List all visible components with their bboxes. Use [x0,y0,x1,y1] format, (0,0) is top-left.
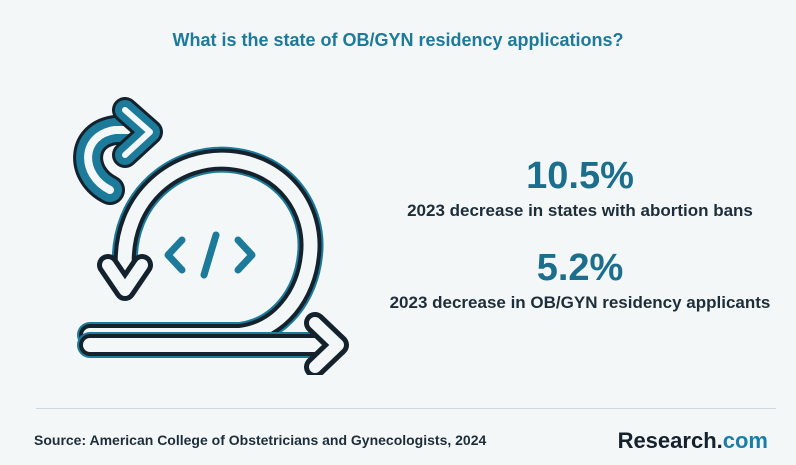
source-citation: Source: American College of Obstetrician… [34,432,487,448]
stat-label: 2023 decrease in OB/GYN residency applic… [389,293,771,312]
page-title: What is the state of OB/GYN residency ap… [172,30,624,50]
brand-tld: com [722,428,768,453]
small-curved-arrow-icon [73,97,163,205]
stat-card: 10.5% 2023 decrease in states with abort… [380,157,780,221]
agile-cycle-code-icon [73,97,349,375]
stat-value: 10.5% [526,155,634,197]
brand-name: Research. [617,428,723,453]
stat-label: 2023 decrease in states with abortion ba… [407,201,753,220]
footer-divider [36,408,776,409]
stat-value: 5.2% [536,247,624,289]
stat-card: 5.2% 2023 decrease in OB/GYN residency a… [380,249,780,313]
code-brackets-icon [164,231,256,279]
brand-logo[interactable]: Research.com [618,428,768,454]
